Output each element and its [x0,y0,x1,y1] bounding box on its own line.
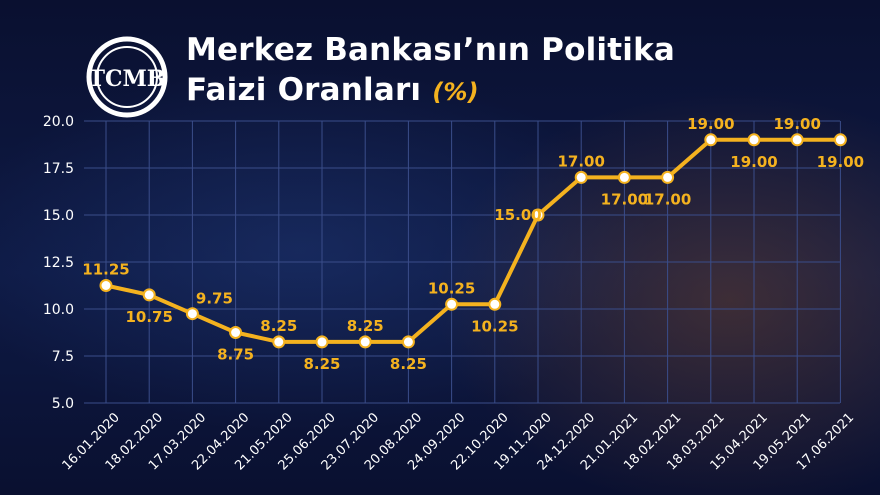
tcmb-logo: TCMB [86,36,168,118]
data-point [315,335,329,349]
data-point [229,326,243,339]
data-point [99,279,113,292]
svg-text:TCMB: TCMB [89,66,166,92]
y-tick-label: 20.0 [43,114,74,130]
data-label: 8.25 [260,317,297,335]
chart-title: Merkez Bankası’nın Politika Faizi Oranla… [186,30,675,112]
data-point [358,335,372,349]
y-tick-label: 15.0 [43,208,74,224]
y-tick-label: 10.0 [43,302,74,318]
data-point [704,133,718,147]
data-label: 17.00 [557,152,604,170]
data-label: 17.00 [601,190,648,208]
data-label: 10.25 [471,317,518,335]
data-point [272,335,286,349]
title-line-2: Faizi Oranları (%) [186,70,675,112]
data-label: 8.25 [390,355,427,373]
series [99,133,847,349]
data-point [401,335,415,349]
data-label: 8.25 [303,355,340,373]
data-label: 10.25 [428,279,475,297]
data-point [574,170,588,184]
data-labels: 11.25 10.75 9.75 8.75 8.25 8.25 8.25 8.25 10.25 1… [82,115,864,373]
data-point [531,208,545,222]
data-label: 8.75 [217,346,254,364]
grid [84,120,841,404]
data-point [790,133,804,147]
data-point [185,307,199,321]
data-point [833,133,847,147]
title-unit: (%) [432,78,479,106]
data-point [617,170,631,184]
y-tick-label: 5.0 [52,396,74,412]
data-label: 17.00 [644,190,691,208]
y-tick-label: 12.5 [43,255,74,271]
y-tick-label: 7.5 [52,349,74,365]
y-tick-label: 17.5 [43,161,74,177]
data-label: 15.00 [494,206,541,224]
data-label: 11.25 [82,261,129,279]
data-label: 19.00 [687,115,734,133]
data-label: 10.75 [125,308,172,326]
x-axis: 16.01.202018.02.202017.03.202022.04.2020… [60,410,858,473]
series-line [105,137,841,344]
data-label: 19.00 [773,115,820,133]
data-label: 9.75 [196,290,233,308]
y-axis: 5.0 7.5 10.0 12.5 15.0 17.5 20.0 [43,114,74,412]
data-point [747,133,761,147]
title-line-1: Merkez Bankası’nın Politika [186,32,676,68]
data-point [661,170,675,184]
data-label: 8.25 [347,317,384,335]
data-point [142,288,156,302]
data-point [445,297,459,311]
data-point [488,297,502,311]
data-label: 19.00 [817,153,864,171]
data-label: 19.00 [730,153,777,171]
title-line-2-text: Faizi Oranları [186,72,422,108]
